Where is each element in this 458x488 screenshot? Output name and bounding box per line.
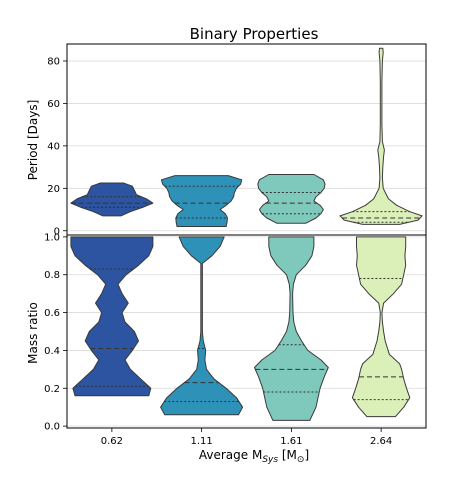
chart-title: Binary Properties [190,25,319,43]
period-violin-0.62 [70,182,154,217]
period-y-tick-label: 0 [54,226,60,237]
period-y-tick-label: 40 [47,141,60,152]
period-y-tick-label: 80 [47,56,60,67]
mass_ratio-y-tick-label: 0.4 [44,346,60,357]
period-panel: 0 20 40 60 80 [47,43,427,237]
period-violin-1.11 [160,175,243,227]
x-tick-label-1.11: 1.11 [190,436,212,447]
x-tick-label-0.62: 0.62 [101,436,123,447]
period-y-axis-label: Period [Days] [26,100,40,181]
mass_ratio-y-tick-label: 0.0 [44,422,60,433]
x-tick-label-1.61: 1.61 [280,436,302,447]
mass_ratio-y-tick-label: 1.0 [44,232,60,243]
period-violin-1.61 [257,174,326,224]
mass_ratio-y-tick-label: 0.2 [44,384,60,395]
mass_ratio-axes-frame [66,234,427,429]
mass_ratio-violin-1.61 [254,236,329,421]
mass_ratio-violin-2.64 [351,236,411,418]
mass-ratio-y-axis-label: Mass ratio [26,302,40,364]
period-y-tick-label: 60 [47,99,60,110]
period-y-tick-label: 20 [47,184,60,195]
mass_ratio-violin-1.11 [160,236,244,416]
x-tick-label-2.64: 2.64 [370,436,392,447]
mass_ratio-violin-0.62 [70,236,154,397]
x-axis-label: Average MSys [M⊙] [199,448,309,465]
mass_ratio-y-tick-label: 0.8 [44,270,60,281]
mass-ratio-panel: 0.0 0.2 0.4 0.6 0.8 1.0 0.62 1.11 1.61 2.64 [44,232,427,447]
period-violin-2.64 [339,47,423,225]
mass_ratio-y-tick-label: 0.6 [44,308,60,319]
